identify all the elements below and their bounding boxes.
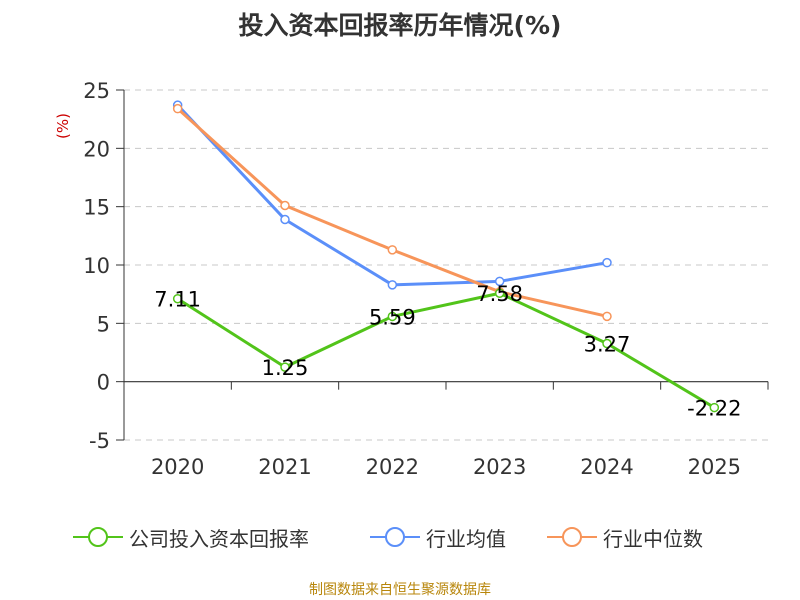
- legend-marker-icon: [73, 527, 123, 547]
- data-point: [387, 280, 398, 290]
- legend-item-industry-mean[interactable]: 行业均值: [370, 520, 506, 554]
- data-label: 7.58: [476, 282, 523, 306]
- series-layer: [172, 100, 720, 413]
- series-line: [176, 291, 716, 409]
- data-label-layer: 7.11 1.25 5.59 7.58 3.27 -2.22: [154, 282, 741, 420]
- x-tick-label: 2021: [258, 455, 311, 479]
- data-point: [709, 402, 720, 413]
- legend-label: 公司投入资本回报率: [129, 526, 309, 551]
- y-tick-label: 5: [97, 312, 110, 336]
- data-label: -2.22: [687, 397, 741, 421]
- data-point: [280, 200, 290, 211]
- legend-item-industry-median[interactable]: 行业中位数: [547, 520, 703, 554]
- x-tick-label: 2020: [151, 455, 204, 479]
- x-tick-label: 2024: [580, 455, 633, 479]
- y-tick-label: 0: [97, 371, 110, 395]
- legend-marker-icon: [547, 527, 597, 547]
- grid-layer: [124, 89, 768, 441]
- data-point: [602, 338, 612, 349]
- y-tick-label: 25: [83, 79, 110, 103]
- data-point: [602, 311, 612, 322]
- data-point: [387, 245, 398, 255]
- data-label: 1.25: [262, 356, 309, 380]
- data-point: [494, 276, 505, 287]
- series-line: [176, 104, 608, 287]
- x-tick-label: 2025: [688, 455, 741, 479]
- data-label: 7.11: [154, 288, 201, 312]
- data-point: [172, 293, 183, 304]
- legend-label: 行业中位数: [603, 526, 703, 551]
- legend-label: 行业均值: [426, 526, 506, 551]
- data-label: 3.27: [584, 333, 631, 357]
- y-tick-label: -5: [89, 429, 110, 453]
- y-tick-label: 15: [83, 196, 110, 220]
- source-note: 制图数据来自恒生聚源数据库: [309, 582, 491, 598]
- chart-title: 投入资本回报率历年情况(%): [238, 11, 562, 40]
- data-point: [172, 103, 183, 114]
- y-tick-label: 10: [83, 254, 110, 278]
- data-point: [280, 214, 290, 225]
- data-label: 5.59: [369, 305, 416, 329]
- legend-marker-icon: [370, 527, 420, 547]
- data-point: [494, 288, 505, 298]
- x-tick-label: 2023: [473, 455, 526, 479]
- x-tick-label: 2022: [366, 455, 419, 479]
- data-point: [387, 311, 398, 322]
- y-axis-unit-label: (%): [54, 113, 72, 139]
- y-tick-label: 20: [83, 137, 110, 161]
- legend-item-company[interactable]: 公司投入资本回报率: [73, 520, 309, 554]
- data-point: [602, 257, 612, 268]
- data-point: [280, 362, 290, 372]
